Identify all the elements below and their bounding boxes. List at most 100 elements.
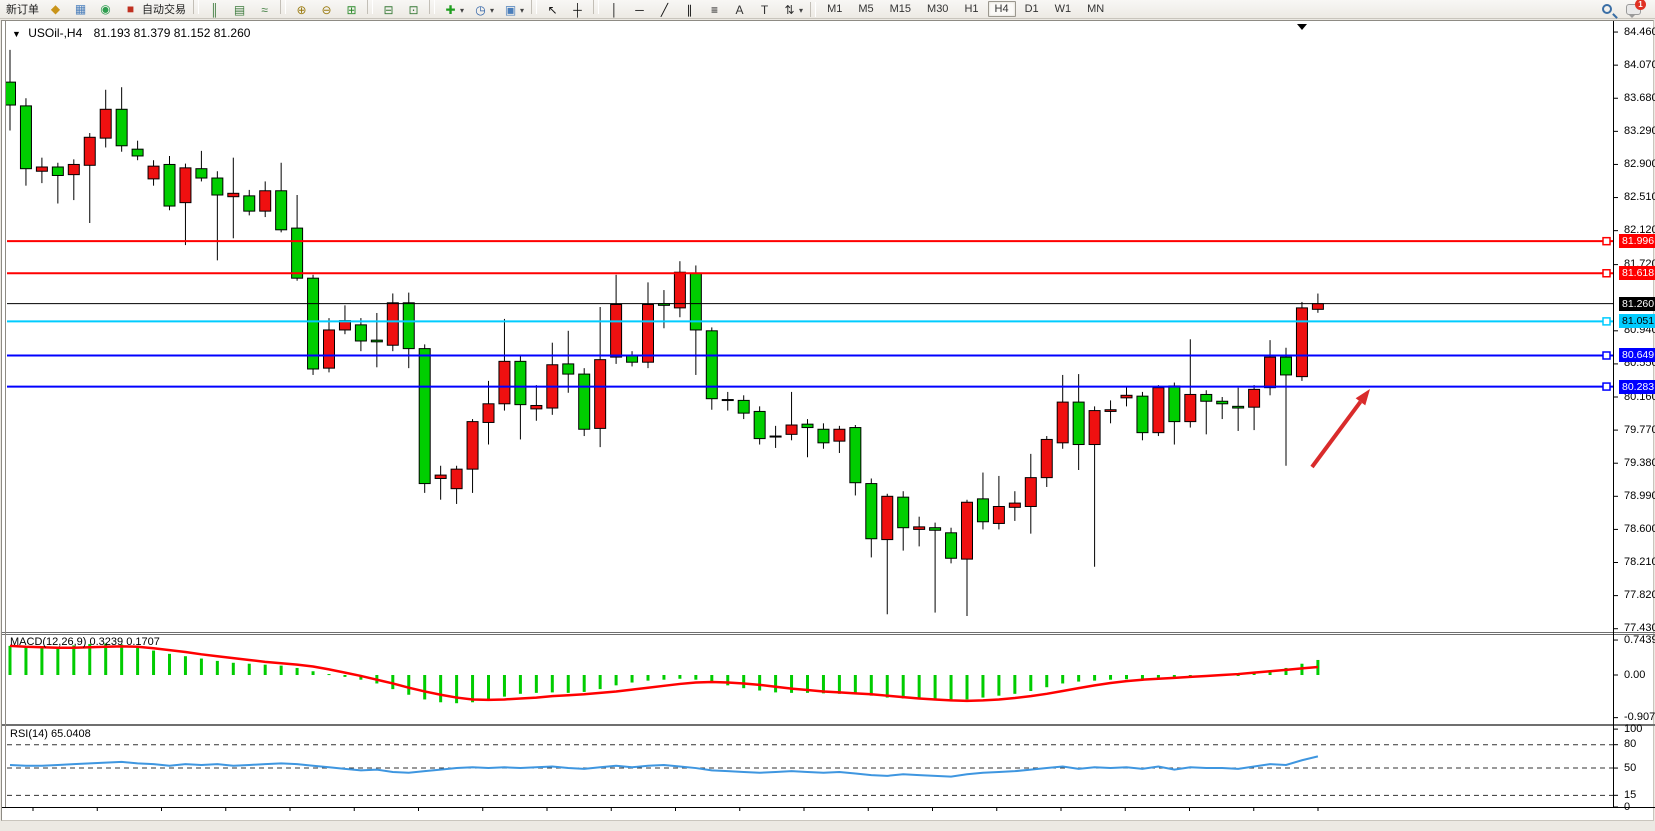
candle-body (1088, 410, 1101, 446)
rsi-indicator-label: RSI(14) 65.0408 (10, 728, 91, 740)
price-axis-tick: 77.820 (1624, 589, 1655, 602)
candle-body (769, 435, 782, 438)
macd-histogram-bar (758, 675, 762, 691)
candle-body (1232, 405, 1245, 409)
price-level-handle (1602, 317, 1611, 326)
trendline-button[interactable]: ╱ (652, 2, 677, 19)
macd-histogram-bar (8, 645, 12, 676)
macd-histogram-bar (1284, 667, 1288, 676)
macd-histogram-bar (1029, 675, 1033, 691)
candlestick-layer (6, 49, 1613, 796)
candle-body (833, 428, 846, 442)
candle-body (945, 532, 958, 559)
trend-arrow-line (1310, 400, 1363, 469)
candle-body (1120, 394, 1133, 399)
macd-histogram-bar (407, 675, 411, 695)
macd-histogram-bar (534, 675, 538, 693)
zoom-out-icon: ⊖ (321, 3, 332, 18)
macd-histogram-bar (487, 675, 490, 700)
candle-body (466, 421, 479, 470)
timeframe-m1[interactable]: M1 (827, 3, 843, 15)
timeframe-d1[interactable]: D1 (1024, 3, 1039, 15)
indicator-window-button[interactable]: ⊟ (376, 2, 401, 19)
candle-body (1072, 401, 1085, 446)
horizontal-line-button[interactable]: ─ (627, 2, 652, 19)
chart-canvas[interactable] (2, 21, 1655, 822)
add-indicator-icon: ✚ (445, 3, 456, 18)
timeframe-m15[interactable]: M15 (889, 3, 912, 15)
crosshair-button[interactable]: ┼ (565, 2, 590, 19)
timeframe-h1[interactable]: H1 (964, 3, 979, 15)
period-clock-button[interactable]: ◷ ▾ (468, 2, 498, 19)
dropdown-caret-icon: ▾ (460, 5, 465, 15)
timeframe-mn[interactable]: MN (1087, 3, 1105, 15)
template-icon: ▣ (504, 3, 517, 18)
arrows-button[interactable]: ⇅ ▾ (777, 2, 807, 19)
template-button[interactable]: ▣ ▾ (498, 2, 528, 19)
macd-histogram-bar (1109, 675, 1113, 680)
candle-body (562, 363, 575, 375)
bar-chart-button[interactable]: ║ (202, 2, 227, 19)
macd-histogram-bar (439, 675, 443, 703)
text-button[interactable]: A (727, 2, 752, 19)
zoom-out-button[interactable]: ⊖ (314, 2, 339, 19)
chart-window: ▼ USOil-,H4 81.193 81.379 81.152 81.260 … (1, 20, 1655, 822)
macd-histogram-bar (1077, 675, 1081, 682)
macd-histogram-bar (263, 664, 267, 676)
tile-windows-button[interactable]: ⊞ (339, 2, 364, 19)
price-level-tag: 80.283 (1619, 379, 1655, 394)
price-axis-tick: 79.380 (1624, 456, 1655, 469)
timeframe-m5[interactable]: M5 (858, 3, 874, 15)
macd-histogram-bar (471, 675, 475, 703)
macd-histogram-bar (1093, 675, 1097, 681)
zoom-in-button[interactable]: ⊕ (289, 2, 314, 19)
candle-body (99, 108, 112, 139)
window-layout-button[interactable]: ⊡ (401, 2, 426, 19)
search-icon[interactable] (1602, 4, 1612, 14)
window-layout-icon: ⊡ (408, 3, 419, 18)
chart-window-button[interactable]: ▦ (68, 1, 93, 18)
candle-chart-button[interactable]: ▤ (227, 2, 252, 19)
candle-body (849, 427, 862, 484)
timeframe-m30[interactable]: M30 (927, 3, 949, 15)
chat-icon[interactable]: 1 (1626, 0, 1646, 18)
candle-body (992, 505, 1005, 524)
candle-body (1184, 393, 1197, 423)
cursor-icon: ↖ (547, 3, 558, 18)
price-level-tag: 81.618 (1619, 266, 1655, 281)
symbol-dropdown-icon[interactable]: ▼ (12, 29, 21, 39)
vertical-line-button[interactable]: │ (602, 2, 627, 19)
macd-histogram-bar (183, 656, 187, 676)
cursor-button[interactable]: ↖ (540, 2, 565, 19)
macd-histogram-bar (821, 675, 825, 694)
macd-axis-tick: -0.907 (1624, 711, 1655, 724)
text-label-button[interactable]: T (752, 2, 777, 19)
price-level-handle (1602, 236, 1611, 246)
timeframe-w1[interactable]: W1 (1054, 3, 1072, 15)
candle-body (673, 271, 686, 309)
chart-ohlc-values: 81.193 81.379 81.152 81.260 (93, 26, 251, 40)
dropdown-caret-icon: ▾ (520, 5, 525, 15)
candle-body (913, 526, 926, 530)
add-indicator-button[interactable]: ✚ ▾ (438, 2, 468, 19)
candle-body (179, 167, 192, 204)
crosshair-icon: ┼ (573, 3, 582, 18)
signal-broadcast-button[interactable]: ◉ (93, 1, 118, 18)
fibonacci-button[interactable]: ≡ (702, 2, 727, 19)
candle-body (1295, 307, 1308, 378)
autotrade-button[interactable]: ■ 自动交易 (118, 1, 190, 18)
equidistant-channel-button[interactable]: ∥ (677, 2, 702, 19)
chart-shift-marker[interactable] (1297, 24, 1307, 30)
price-axis-tick: 78.600 (1624, 522, 1655, 535)
macd-histogram-bar (1156, 675, 1160, 679)
candle-body (323, 329, 335, 369)
macd-histogram-bar (455, 675, 459, 704)
tile-windows-icon: ⊞ (346, 3, 357, 18)
timeframe-h4[interactable]: H4 (987, 1, 1016, 17)
candle-body (147, 165, 160, 180)
candle-body (642, 303, 654, 363)
candle-body (1264, 356, 1277, 389)
gold-bars-button[interactable]: ◆ (43, 1, 68, 18)
line-chart-button[interactable]: ≈ (252, 2, 277, 19)
new-order-button[interactable]: 新订单 (2, 1, 43, 18)
